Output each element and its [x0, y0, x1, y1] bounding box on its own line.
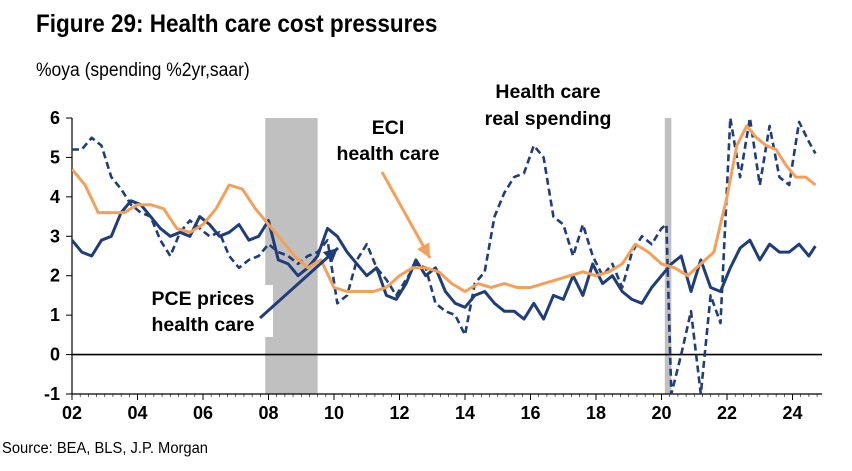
- series-line-pce-prices-health-care: [72, 199, 817, 321]
- x-tick-label: 02: [62, 403, 82, 423]
- annotation-label: PCE prices: [152, 288, 255, 310]
- y-tick-label: 5: [50, 147, 60, 167]
- y-tick-label: 0: [50, 345, 60, 365]
- annotation-bg: [133, 285, 273, 337]
- series-line-eci-health-care: [72, 124, 817, 293]
- y-tick-label: -1: [44, 384, 60, 404]
- pce-arrow-shaft: [258, 246, 340, 320]
- x-tick-label: 12: [389, 403, 409, 423]
- chart-title: Figure 29: Health care cost pressures: [36, 10, 438, 38]
- eci-arrow-shaft: [380, 171, 432, 259]
- series-line-health-care-real-spending: [72, 118, 817, 394]
- y-tick-label: 1: [50, 305, 60, 325]
- y-tick-label: 6: [50, 108, 60, 128]
- x-tick-label: 16: [520, 403, 540, 423]
- x-tick-label: 10: [324, 403, 344, 423]
- x-tick-label: 18: [586, 403, 606, 423]
- annotation-label: ECI: [372, 117, 405, 139]
- x-tick-label: 04: [127, 403, 147, 423]
- eci-arrow-head: [417, 242, 430, 258]
- annotation-label: health care: [337, 143, 440, 165]
- chart-source: Source: BEA, BLS, J.P. Morgan: [2, 440, 208, 457]
- recession-shading: [265, 118, 672, 394]
- annotation-label: Health care: [495, 81, 600, 103]
- x-tick-label: 24: [783, 403, 803, 423]
- annotations: PCE prices health care ECI health care Healt…: [133, 81, 611, 337]
- chart-subtitle: %oya (spending %2yr,saar): [36, 60, 250, 81]
- x-tick-label: 06: [193, 403, 213, 423]
- y-tick-label: 4: [50, 187, 60, 207]
- annotation-label: real spending: [485, 108, 612, 130]
- recession-bar-1: [664, 118, 672, 394]
- pce-arrow-head: [322, 248, 338, 263]
- x-tick-label: 08: [258, 403, 278, 423]
- series-lines: [72, 118, 817, 394]
- y-tick-label: 3: [50, 226, 60, 246]
- y-tick-label: 2: [50, 266, 60, 286]
- annotation-label: health care: [152, 314, 255, 336]
- x-tick-label: 22: [717, 403, 737, 423]
- x-tick-label: 14: [455, 403, 475, 423]
- x-tick-label: 20: [652, 403, 672, 423]
